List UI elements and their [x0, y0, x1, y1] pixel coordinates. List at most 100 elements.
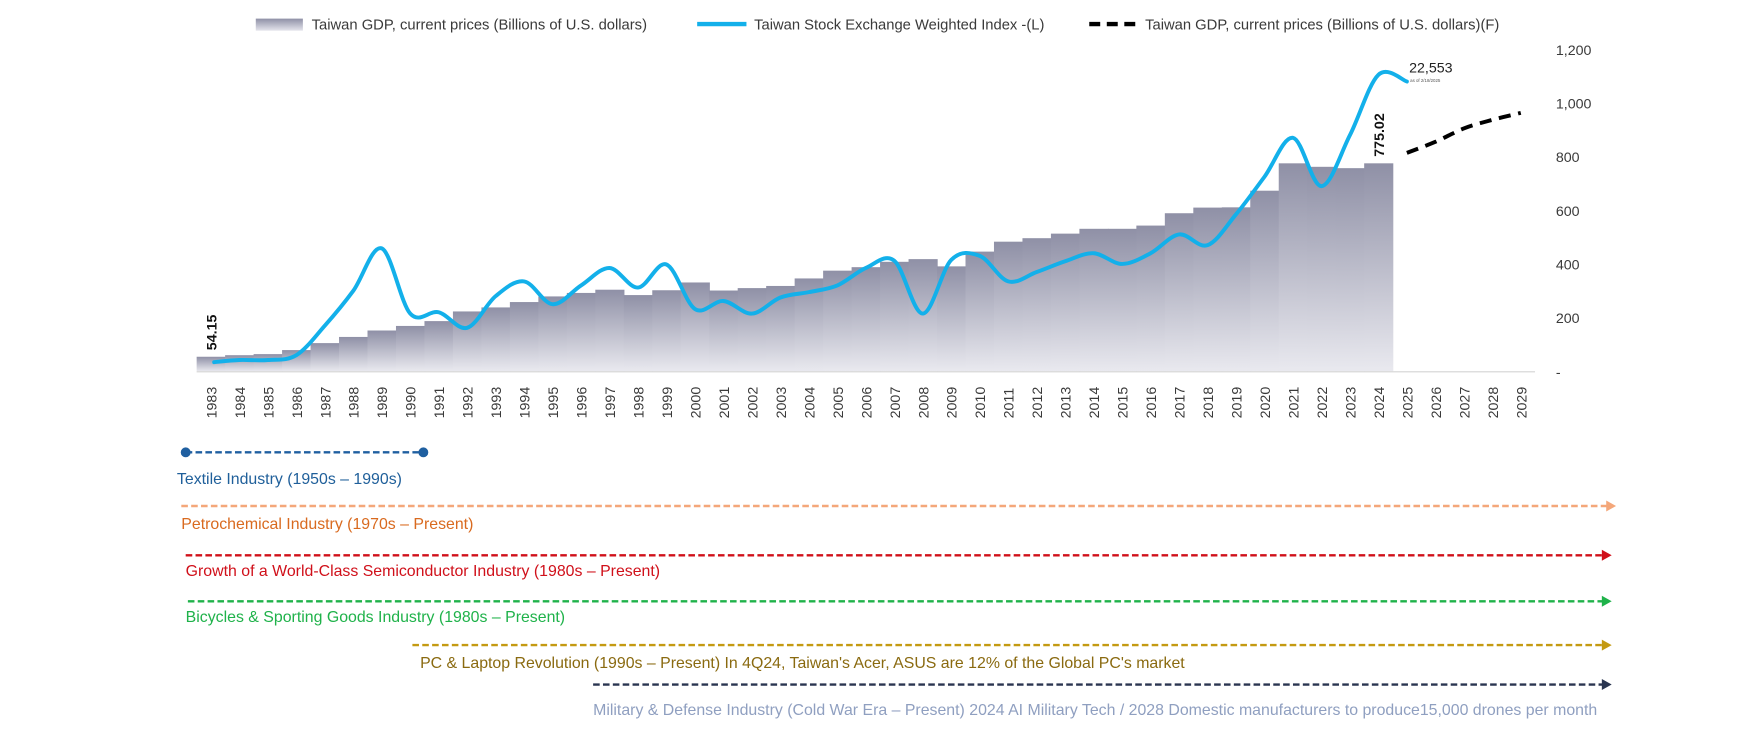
x-tick-label: 2007 — [888, 387, 904, 419]
gdp-bar — [1022, 238, 1052, 372]
x-tick-label: 2002 — [745, 387, 761, 419]
x-tick-label: 1994 — [518, 387, 534, 419]
gdp-bar — [395, 325, 426, 372]
line-series — [212, 69, 1522, 365]
x-tick-label: 2003 — [774, 387, 790, 419]
timeline-start-dot — [180, 447, 191, 458]
x-tick-label: 2026 — [1429, 387, 1445, 419]
x-tick-label: 2024 — [1372, 387, 1388, 419]
gdp-bar — [623, 295, 653, 372]
x-tick-label: 2029 — [1514, 387, 1530, 419]
stock-index-line — [212, 69, 1409, 365]
gdp-bar — [1079, 228, 1109, 372]
data-label: 775.02 — [1372, 113, 1388, 157]
y-tick-label: 600 — [1556, 204, 1580, 220]
x-tick-label: 1985 — [261, 387, 277, 419]
industry-timeline: Textile Industry (1950s – 1990s) Petroche… — [177, 447, 1617, 719]
gdp-bar — [1136, 225, 1166, 372]
gdp-bar — [310, 343, 340, 372]
x-tick-label: 2017 — [1173, 387, 1189, 419]
gdp-bar — [766, 285, 796, 372]
legend-label-forecast: Taiwan GDP, current prices (Billions of … — [1145, 18, 1499, 34]
gdp-bar — [1307, 166, 1337, 372]
gdp-bar — [937, 266, 967, 372]
x-tick-label: 1989 — [375, 387, 391, 419]
x-tick-label: 2008 — [916, 387, 932, 419]
gdp-bar — [1050, 233, 1081, 372]
x-tick-label: 1986 — [290, 387, 306, 419]
index-value-note: as of 2/18/2025 — [1410, 78, 1441, 83]
x-tick-label: 2022 — [1315, 387, 1331, 419]
legend-swatch-gdp — [255, 18, 303, 31]
bar-series — [196, 163, 1394, 372]
gdp-bar — [424, 321, 454, 372]
gdp-bar — [481, 307, 511, 372]
index-value-label: 22,553 — [1409, 60, 1453, 76]
x-tick-label: 1991 — [432, 387, 448, 419]
gdp-bar — [737, 288, 767, 372]
y-tick-label: 800 — [1556, 150, 1580, 166]
timeline-label: Growth of a World-Class Semiconductor In… — [186, 563, 660, 580]
gdp-bar — [1335, 168, 1365, 372]
gdp-bar — [538, 296, 568, 372]
x-tick-label: 2028 — [1486, 387, 1502, 419]
x-tick-label: 2021 — [1286, 387, 1302, 419]
x-tick-label: 2014 — [1087, 387, 1103, 419]
timeline-arrowhead — [1601, 639, 1612, 651]
gdp-bar — [1193, 207, 1223, 372]
gdp-bar — [965, 251, 995, 372]
data-label: 54.15 — [204, 315, 220, 351]
gdp-bar — [253, 354, 283, 372]
x-tick-label: 1996 — [575, 387, 591, 419]
x-tick-label: 1984 — [233, 387, 249, 419]
gdp-bar — [282, 350, 312, 372]
x-tick-label: 2006 — [859, 387, 875, 419]
timeline-arrowhead — [1601, 595, 1612, 607]
y-tick-label: 1,200 — [1556, 43, 1592, 59]
timeline-arrowhead — [1601, 679, 1612, 690]
x-tick-label: 1987 — [318, 387, 334, 419]
x-tick-label: 1988 — [347, 387, 363, 419]
x-tick-label: 2018 — [1201, 387, 1217, 419]
x-tick-label: 2012 — [1030, 387, 1046, 419]
x-tick-label: 1995 — [546, 387, 562, 419]
timeline-label: Bicycles & Sporting Goods Industry (1980… — [186, 609, 565, 626]
gdp-bar — [566, 292, 596, 372]
gdp-bar — [196, 356, 226, 372]
x-tick-label: 2011 — [1002, 388, 1018, 419]
x-tick-label: 2010 — [973, 387, 989, 419]
gdp-bar — [595, 289, 625, 372]
x-tick-label: 2027 — [1457, 387, 1473, 419]
x-tick-label: 1999 — [660, 387, 676, 419]
x-tick-label: 2015 — [1116, 387, 1132, 419]
x-tick-label: 2004 — [802, 387, 818, 419]
y-tick-label: 1,000 — [1556, 96, 1592, 112]
timeline-arrowhead — [1601, 549, 1612, 561]
gdp-bar — [652, 290, 682, 372]
x-tick-label: 2000 — [688, 387, 704, 419]
legend: Taiwan GDP, current prices (Billions of … — [255, 18, 1499, 34]
gdp-bar — [1221, 207, 1251, 372]
x-tick-label: 2009 — [945, 387, 961, 419]
annotations: 54.15 775.02 22,553 as of 2/18/2025 — [204, 60, 1452, 350]
gdp-bar — [509, 302, 540, 372]
gdp-bar — [339, 336, 369, 372]
x-tick-label: 1992 — [461, 387, 477, 419]
gdp-bar — [225, 355, 255, 372]
x-tick-label: 2005 — [831, 387, 847, 419]
x-tick-label: 2001 — [717, 387, 733, 419]
gdp-bar — [1250, 190, 1280, 372]
x-tick-label: 2023 — [1343, 387, 1359, 419]
x-tick-label: 2025 — [1400, 387, 1416, 419]
legend-label-index: Taiwan Stock Exchange Weighted Index -(L… — [754, 18, 1044, 34]
y-tick-label: - — [1556, 365, 1561, 381]
gdp-bar — [367, 330, 397, 372]
timeline-label: Military & Defense Industry (Cold War Er… — [593, 702, 1597, 719]
x-tick-label: 1997 — [603, 387, 619, 419]
x-tick-label: 1983 — [204, 387, 220, 419]
timeline-label: Textile Industry (1950s – 1990s) — [177, 471, 402, 488]
x-tick-label: 1993 — [489, 387, 505, 419]
x-tick-label: 1990 — [404, 387, 420, 419]
gdp-bar — [993, 241, 1024, 372]
